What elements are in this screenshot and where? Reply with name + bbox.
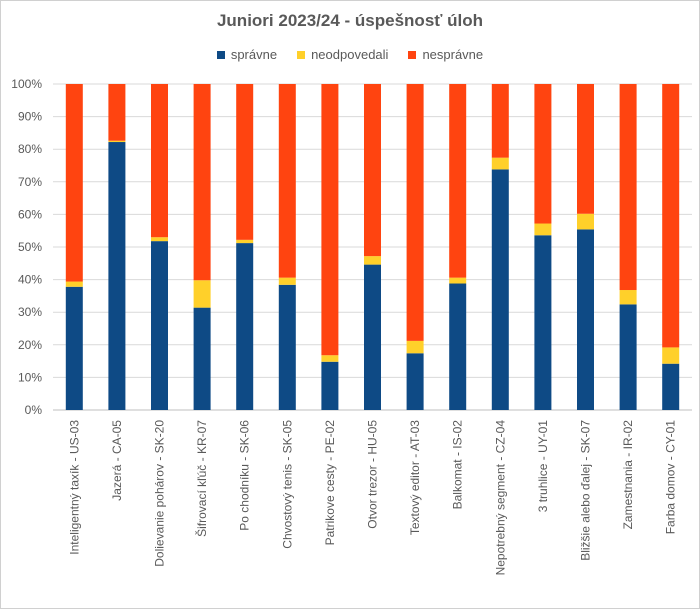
bar-segment-spravne — [151, 241, 168, 410]
bar-segment-nespravne — [65, 84, 83, 282]
bar-segment-spravne — [619, 304, 637, 410]
legend-item-nespravne: nesprávne — [408, 47, 483, 62]
bar-segment-nespravne — [151, 84, 168, 238]
bar-segment-spravne — [321, 361, 339, 410]
bar-segment-neodpovedali — [108, 140, 126, 143]
bar-segment-spravne — [577, 229, 594, 410]
bar-segment-neodpovedali — [364, 256, 381, 265]
bar-segment-nespravne — [236, 84, 254, 240]
legend-label-spravne: správne — [230, 47, 278, 62]
x-tick-label: Jazerá - CA-05 — [110, 420, 124, 501]
x-tick-label: Textový editor - AT-03 — [408, 420, 422, 535]
bar-segment-nespravne — [193, 84, 211, 281]
y-tick-label: 100% — [11, 77, 42, 91]
legend-label-nespravne: nesprávne — [422, 47, 484, 62]
bar-segment-neodpovedali — [321, 355, 339, 362]
bar-segment-nespravne — [662, 84, 680, 348]
bar-segment-neodpovedali — [619, 290, 637, 305]
bar-segment-nespravne — [364, 84, 381, 257]
bar-segment-spravne — [364, 264, 381, 410]
bar-segment-neodpovedali — [65, 281, 83, 287]
bar-segment-neodpovedali — [449, 277, 467, 284]
bar-segment-nespravne — [108, 84, 126, 141]
x-tick-label: Dolievanie pohárov - SK-20 — [153, 420, 167, 567]
legend-swatch-nespravne — [408, 50, 417, 59]
y-tick-label: 70% — [18, 175, 42, 189]
bar-segment-spravne — [534, 235, 552, 410]
bar-segment-nespravne — [577, 84, 594, 214]
bar-segment-neodpovedali — [151, 237, 168, 242]
bar-segment-spravne — [193, 307, 211, 410]
bar-segment-spravne — [108, 142, 126, 410]
x-tick-label: 3 truhlice - UY-01 — [536, 420, 550, 513]
bar-segment-neodpovedali — [193, 280, 211, 308]
x-tick-label: Chvostový tenis - SK-05 — [280, 420, 294, 549]
bar-segment-nespravne — [619, 84, 637, 291]
y-tick-label: 90% — [18, 110, 42, 124]
x-tick-label: Balkomat - IS-02 — [451, 420, 465, 510]
x-tick-label: Patrikove cesty - PE-02 — [323, 420, 337, 546]
x-tick-label: Nepotrebný segment - CZ-04 — [493, 420, 507, 576]
bar-segment-spravne — [236, 243, 254, 410]
legend-swatch-spravne — [216, 50, 225, 59]
x-tick-label: Šifrovací kľúč - KR-07 — [194, 420, 209, 537]
bar-segment-spravne — [406, 353, 424, 410]
x-tick-label: Otvor trezor - HU-05 — [366, 420, 380, 529]
x-tick-label: Inteligentný taxík - US-03 — [67, 420, 81, 555]
legend: správne neodpovedali nesprávne — [0, 47, 700, 62]
bar-segment-spravne — [491, 169, 509, 410]
y-tick-label: 50% — [18, 240, 42, 254]
legend-swatch-neodpovedali — [297, 50, 306, 59]
chart-title: Juniori 2023/24 - úspešnosť úloh — [216, 11, 484, 30]
y-tick-label: 30% — [18, 305, 42, 319]
bar-segment-neodpovedali — [236, 239, 254, 244]
y-tick-label: 80% — [18, 142, 42, 156]
bar-segment-nespravne — [321, 84, 339, 356]
legend-item-spravne: správne — [216, 47, 278, 62]
y-tick-label: 60% — [18, 207, 42, 221]
bar-segment-spravne — [278, 284, 296, 410]
bar-segment-nespravne — [449, 84, 467, 278]
y-tick-label: 20% — [18, 338, 42, 352]
bar-segment-neodpovedali — [662, 347, 680, 364]
bar-segment-neodpovedali — [577, 213, 594, 230]
bar-segment-nespravne — [491, 84, 509, 158]
bar-segment-spravne — [449, 283, 467, 410]
y-tick-label: 0% — [25, 403, 43, 417]
bar-segment-neodpovedali — [534, 223, 552, 236]
bar-segment-nespravne — [406, 84, 424, 341]
bar-segment-spravne — [662, 363, 680, 410]
bar-segment-neodpovedali — [491, 157, 509, 170]
bar-segment-nespravne — [534, 84, 552, 224]
bar-segment-nespravne — [278, 84, 296, 278]
bar-segment-spravne — [65, 286, 83, 410]
y-tick-label: 40% — [18, 273, 42, 287]
bar-segment-neodpovedali — [406, 340, 424, 354]
legend-label-neodpovedali: neodpovedali — [311, 47, 389, 62]
x-tick-label: Bližšie alebo ďalej - SK-07 — [579, 420, 593, 561]
x-tick-label: Farba domov - CY-01 — [664, 420, 678, 535]
bar-segment-neodpovedali — [278, 277, 296, 285]
x-tick-label: Po chodníku - SK-06 — [238, 420, 252, 531]
legend-item-neodpovedali: neodpovedali — [297, 47, 388, 62]
y-tick-label: 10% — [18, 370, 42, 384]
x-tick-label: Zamestnania - IR-02 — [621, 420, 635, 530]
